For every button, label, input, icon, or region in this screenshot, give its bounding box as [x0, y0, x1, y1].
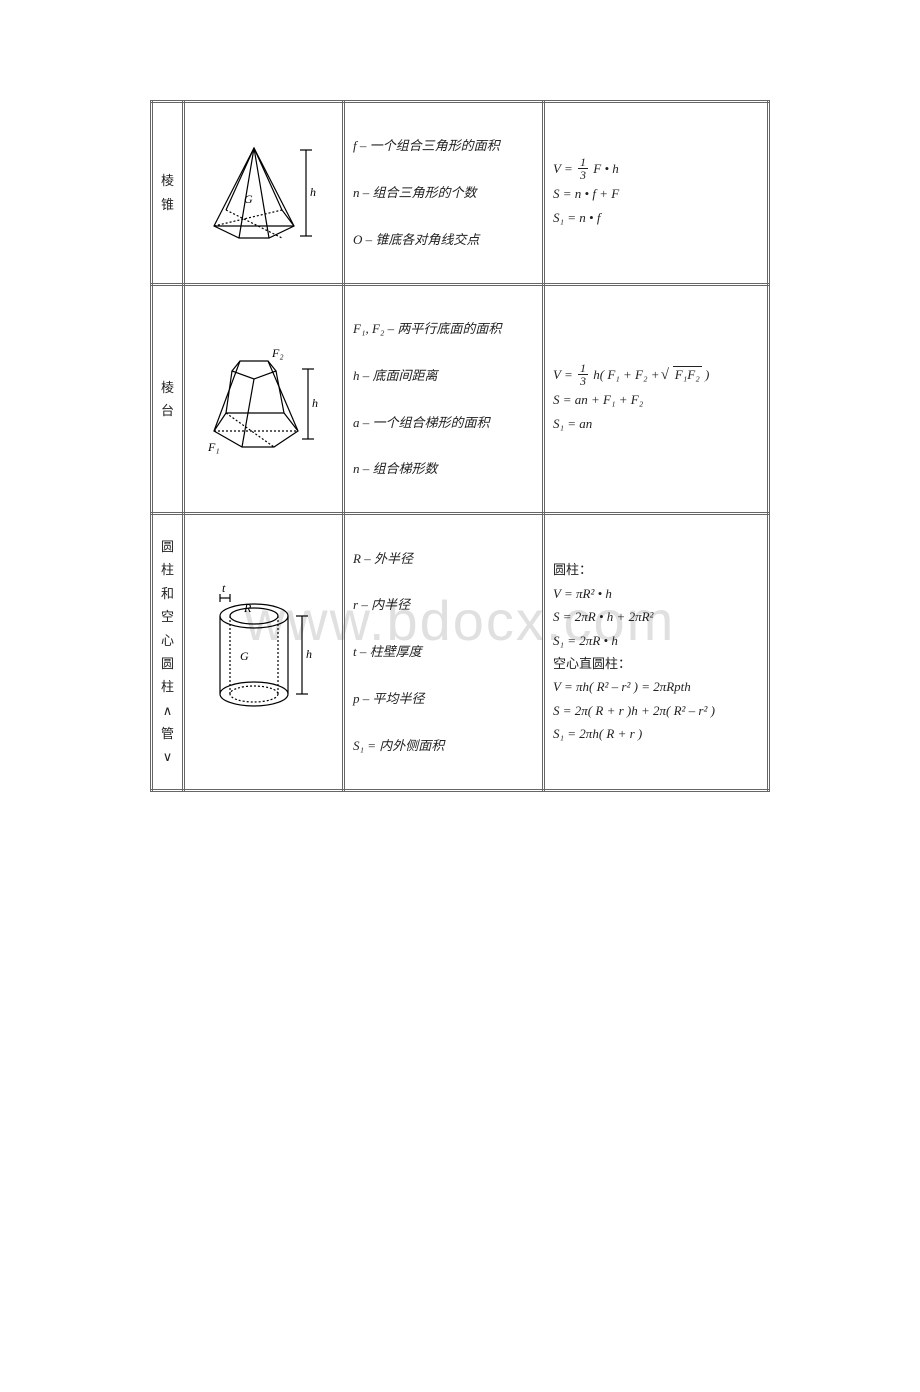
text: h( F₁ + F₂ + — [590, 367, 663, 382]
desc-line: S₁ = 内外侧面积 — [353, 734, 534, 757]
desc-line: O – 锥底各对角线交点 — [353, 228, 534, 251]
formula-cell: V = 13 F • h S = n • f + F S₁ = n • f — [544, 102, 769, 285]
diagram-cell: F₂ F₁ h — [184, 284, 344, 514]
formula-cell: V = 13 h( F₁ + F₂ + F₁F₂ ) S = an + F₁ +… — [544, 284, 769, 514]
formula-cv: V = πR² • h — [553, 582, 759, 605]
diagram-cell: G h — [184, 102, 344, 285]
frac-den: 3 — [578, 169, 588, 181]
label-g: G — [244, 192, 253, 206]
desc-line: R – 外半径 — [353, 547, 534, 570]
desc-line: n – 组合三角形的个数 — [353, 181, 534, 204]
shape-name-cell: 棱台 — [152, 284, 184, 514]
formula-v: V = 13 h( F₁ + F₂ + F₁F₂ ) — [553, 363, 759, 389]
text: V = — [553, 161, 576, 176]
formula-v: V = 13 F • h — [553, 157, 759, 183]
radicand: F₁F₂ — [673, 366, 702, 382]
desc-line: n – 组合梯形数 — [353, 457, 534, 480]
label-g: G — [240, 649, 249, 663]
formula-header: 圆柱： — [553, 558, 759, 581]
table-row: 棱锥 — [152, 102, 769, 285]
text: V = — [553, 367, 576, 382]
text: ) — [702, 367, 710, 382]
formula-cell: 圆柱： V = πR² • h S = 2πR • h + 2πR² S₁ = … — [544, 514, 769, 790]
label-h: h — [306, 647, 312, 661]
formula-hs: S = 2π( R + r )h + 2π( R² – r² ) — [553, 699, 759, 722]
description-cell: F₁, F₂ – 两平行底面的面积 h – 底面间距离 a – 一个组合梯形的面… — [344, 284, 544, 514]
text: F • h — [590, 161, 619, 176]
hollow-cylinder-diagram-icon: t R G h — [194, 582, 334, 722]
formula-s1: S₁ = an — [553, 412, 759, 435]
label-r: R — [243, 601, 252, 615]
formula-cs: S = 2πR • h + 2πR² — [553, 605, 759, 628]
formula-s: S = an + F₁ + F₂ — [553, 388, 759, 411]
label-f1: F₁ — [207, 440, 220, 454]
desc-line: p – 平均半径 — [353, 687, 534, 710]
frustum-pyramid-diagram-icon: F₂ F₁ h — [194, 339, 334, 459]
sqrt: F₁F₂ — [663, 363, 702, 386]
desc-line: a – 一个组合梯形的面积 — [353, 411, 534, 434]
formula-cs1: S₁ = 2πR • h — [553, 629, 759, 652]
label-t: t — [222, 582, 226, 595]
frac-den: 3 — [578, 375, 588, 387]
label-h: h — [310, 185, 316, 199]
geometry-formula-table: 棱锥 — [150, 100, 770, 792]
label-f2: F₂ — [271, 346, 284, 360]
description-cell: f – 一个组合三角形的面积 n – 组合三角形的个数 O – 锥底各对角线交点 — [344, 102, 544, 285]
table-row: 棱台 — [152, 284, 769, 514]
fraction: 13 — [578, 362, 588, 387]
shape-name-cell: 棱锥 — [152, 102, 184, 285]
formula-s: S = n • f + F — [553, 182, 759, 205]
desc-line: t – 柱壁厚度 — [353, 640, 534, 663]
diagram-cell: t R G h — [184, 514, 344, 790]
pyramid-diagram-icon: G h — [194, 138, 334, 248]
formula-header: 空心直圆柱： — [553, 652, 759, 675]
desc-line: h – 底面间距离 — [353, 364, 534, 387]
shape-name: 棱锥 — [161, 169, 174, 216]
shape-name-cell: 圆柱和空心圆柱∧管∨ — [152, 514, 184, 790]
desc-line: r – 内半径 — [353, 593, 534, 616]
table-row: 圆柱和空心圆柱∧管∨ — [152, 514, 769, 790]
formula-hs1: S₁ = 2πh( R + r ) — [553, 722, 759, 745]
label-h: h — [312, 396, 318, 410]
formula-s1: S₁ = n • f — [553, 206, 759, 229]
shape-name: 圆柱和空心圆柱∧管∨ — [161, 535, 174, 769]
fraction: 13 — [578, 156, 588, 181]
desc-line: f – 一个组合三角形的面积 — [353, 134, 534, 157]
formula-hv: V = πh( R² – r² ) = 2πRpth — [553, 675, 759, 698]
desc-line: F₁, F₂ – 两平行底面的面积 — [353, 317, 534, 340]
shape-name: 棱台 — [161, 376, 174, 423]
description-cell: R – 外半径 r – 内半径 t – 柱壁厚度 p – 平均半径 S₁ = 内… — [344, 514, 544, 790]
